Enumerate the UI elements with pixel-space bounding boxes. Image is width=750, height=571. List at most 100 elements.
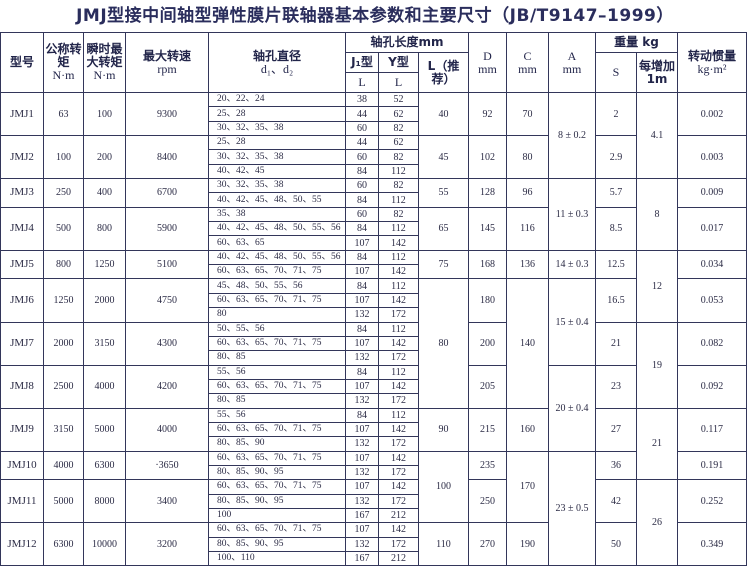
y-length-cell: 82 bbox=[378, 206, 419, 223]
table-row: 60、63、65、70、71、75 107 142 bbox=[1, 378, 747, 395]
l-recommended-cell: 45 bbox=[418, 135, 469, 180]
j1-length-cell: 84 bbox=[345, 192, 379, 208]
speed-cell: 9300 bbox=[125, 91, 209, 137]
y-length-cell: 142 bbox=[378, 335, 419, 352]
model-cell: JMJ4 bbox=[0, 206, 44, 251]
max-torque-cell: 800 bbox=[83, 206, 126, 251]
c-cell: 140 bbox=[506, 278, 549, 409]
table-row: JMJ10 4000 6300·3650 60、63、65、70、71、75 107 14… bbox=[0, 450, 747, 567]
torque-cell: 63 bbox=[43, 91, 84, 137]
y-length-cell: 112 bbox=[378, 278, 419, 294]
s-weight-cell: 12.5 bbox=[595, 249, 637, 280]
speed-cell: 3400 bbox=[125, 479, 209, 524]
coupling-spec-table: 型号 公称转矩 N·m 瞬时最大转矩 N·m 最大转速 rpm 轴孔直径 d₁、d₂ 轴… bbox=[0, 32, 747, 567]
header-inertia: 转动惯量 kg·m² bbox=[677, 32, 747, 93]
s-weight-cell: 2 bbox=[595, 91, 637, 137]
l-recommended-cell: 65 bbox=[418, 206, 469, 251]
c-cell: 190 bbox=[506, 522, 549, 567]
torque-cell: 2500 bbox=[43, 364, 84, 409]
torque-cell: 4000 bbox=[43, 450, 84, 481]
j1-length-cell: 132 bbox=[345, 493, 379, 509]
l-recommended-cell: 100 bbox=[418, 450, 469, 524]
model-cell: JMJ5 bbox=[0, 249, 44, 280]
bore-diameter-cell: 80、85、90 bbox=[208, 436, 346, 452]
max-torque-cell: 1250 bbox=[83, 249, 126, 280]
y-length-cell: 142 bbox=[378, 235, 419, 251]
bore-diameter-cell: 100、110 bbox=[208, 550, 346, 567]
table-row: 100、110 167 212 bbox=[1, 550, 747, 567]
c-cell: 136 bbox=[506, 249, 549, 280]
bore-diameter-cell: 80、85、90、95 bbox=[208, 493, 346, 509]
j1-length-cell: 132 bbox=[345, 307, 379, 323]
inertia-cell: 0.191 bbox=[677, 450, 747, 481]
page-title: JMJ型接中间轴型弹性膜片联轴器基本参数和主要尺寸（JB/T9147–1999） bbox=[76, 6, 674, 26]
bore-diameter-cell: 60、63、65、70、71、75 bbox=[208, 479, 346, 495]
c-cell: 170 bbox=[506, 450, 549, 524]
max-torque-cell: 200 bbox=[83, 135, 126, 180]
j1-length-cell: 107 bbox=[345, 335, 379, 352]
table-row: 60、63、65、70、71、75 107 142 bbox=[1, 335, 747, 352]
bore-diameter-cell: 60、63、65、70、71、75 bbox=[208, 522, 346, 538]
torque-cell: 100 bbox=[43, 135, 84, 180]
j1-length-cell: 132 bbox=[345, 536, 379, 553]
s-weight-cell: 42 bbox=[595, 479, 637, 524]
table-row: JMJ1 63 100 9300 20、22、24 38 52 40 92 70 8 ± 0.2 2 4… bbox=[0, 91, 747, 180]
j1-length-cell: 84 bbox=[345, 407, 379, 423]
bore-diameter-cell: 80 bbox=[208, 307, 346, 323]
y-length-cell: 112 bbox=[378, 321, 419, 337]
y-length-cell: 142 bbox=[378, 264, 419, 280]
j1-length-cell: 107 bbox=[345, 479, 379, 495]
inertia-cell: 0.053 bbox=[677, 278, 747, 323]
torque-cell: 250 bbox=[43, 178, 84, 208]
model-cell: JMJ7 bbox=[0, 321, 44, 366]
table-row: 80 132 172 bbox=[1, 307, 747, 323]
header-model: 型号 bbox=[0, 32, 44, 93]
d-cell: 128 bbox=[468, 178, 507, 208]
max-torque-cell: 6300 bbox=[83, 450, 126, 481]
bore-diameter-cell: 55、56 bbox=[208, 407, 346, 423]
model-cell: JMJ3 bbox=[0, 178, 44, 208]
d-cell: 102 bbox=[468, 135, 507, 180]
j1-length-cell: 60 bbox=[345, 149, 379, 165]
table-row: 60、63、65、70、71、75 107 142 bbox=[1, 264, 747, 280]
y-length-cell: 82 bbox=[378, 120, 419, 137]
y-length-cell: 112 bbox=[378, 192, 419, 208]
j1-length-cell: 132 bbox=[345, 350, 379, 366]
header-bore: 轴孔直径 d₁、d₂ bbox=[208, 32, 346, 93]
s-weight-cell: 21 bbox=[595, 321, 637, 366]
y-length-cell: 142 bbox=[378, 450, 419, 466]
d-cell: 205 bbox=[468, 364, 507, 409]
d-cell: 215 bbox=[468, 407, 507, 452]
table-row: JMJ4 500 800 5900 35、38 60 82 65 145 116 8.5 0.017 bbox=[0, 206, 747, 251]
bore-diameter-cell: 55、56 bbox=[208, 364, 346, 380]
y-length-cell: 212 bbox=[378, 550, 419, 567]
inertia-cell: 0.009 bbox=[677, 178, 747, 208]
inertia-cell: 0.002 bbox=[677, 91, 747, 137]
header-weight: 重量 kg bbox=[595, 32, 678, 53]
l-recommended-cell: 110 bbox=[418, 522, 469, 567]
table-header: 型号 公称转矩 N·m 瞬时最大转矩 N·m 最大转速 rpm 轴孔直径 d₁、d₂ 轴… bbox=[0, 32, 747, 93]
model-cell: JMJ8 bbox=[0, 364, 44, 409]
header-j1-l: L bbox=[345, 72, 379, 93]
bore-diameter-cell: 30、32、35、38 bbox=[208, 120, 346, 137]
speed-cell: 4000 bbox=[125, 407, 209, 452]
table-row: JMJ12 6300 10000 3200 60、63、65、70、71、75 107 14… bbox=[0, 522, 747, 567]
j1-length-cell: 107 bbox=[345, 421, 379, 438]
a-cell: 20 ± 0.4 bbox=[548, 364, 596, 452]
table-row: JMJ6 1250 2000 4750 45、48、50、55、56 84 112 80 180… bbox=[0, 278, 747, 409]
inertia-cell: 0.092 bbox=[677, 364, 747, 409]
header-bore-length: 轴孔长度mm bbox=[345, 32, 469, 53]
y-length-cell: 112 bbox=[378, 364, 419, 380]
table-row: 40、42、45、48、50、55、56 84 112 bbox=[1, 221, 747, 237]
table-row: 25、28 44 62 bbox=[1, 106, 747, 122]
l-recommended-cell: 40 bbox=[418, 91, 469, 137]
l-recommended-cell: 75 bbox=[418, 249, 469, 280]
y-length-cell: 172 bbox=[378, 493, 419, 509]
bore-diameter-cell: 60、63、65、70、71、75 bbox=[208, 378, 346, 395]
j1-length-cell: 107 bbox=[345, 235, 379, 251]
per-meter-weight-cell: 26 bbox=[636, 479, 678, 567]
c-cell: 80 bbox=[506, 135, 549, 180]
